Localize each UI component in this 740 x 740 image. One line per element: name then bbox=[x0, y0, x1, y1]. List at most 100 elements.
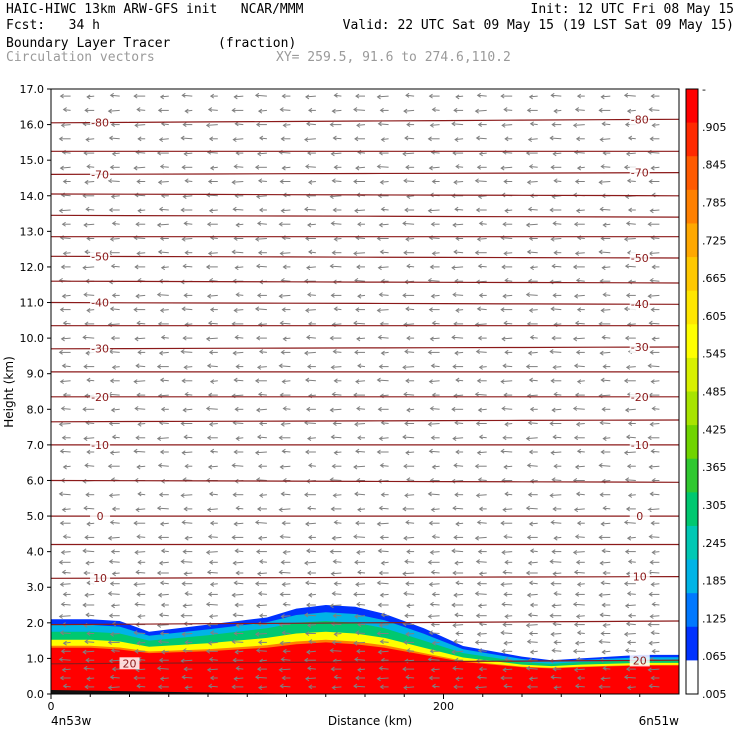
wind-vector bbox=[528, 580, 538, 586]
wind-vector bbox=[181, 236, 193, 242]
wind-vector bbox=[59, 379, 71, 385]
wind-vector-shaft bbox=[554, 593, 562, 595]
wind-vector bbox=[82, 649, 95, 655]
wind-vector-head bbox=[206, 293, 212, 299]
isotherm-label: -70 bbox=[631, 167, 649, 180]
wind-vector-head bbox=[504, 421, 509, 427]
wind-vector bbox=[576, 165, 585, 171]
wind-vector-shaft bbox=[60, 583, 71, 585]
wind-vector-head bbox=[137, 614, 142, 619]
wind-vector-shaft bbox=[112, 152, 120, 155]
wind-vector-head bbox=[333, 236, 338, 242]
wind-vector-head bbox=[598, 107, 603, 113]
wind-vector-head bbox=[158, 137, 164, 143]
wind-vector bbox=[651, 648, 660, 654]
wind-vector-shaft bbox=[479, 222, 487, 225]
wind-vector-head bbox=[451, 406, 456, 412]
wind-vector bbox=[550, 519, 562, 525]
wind-vector-head bbox=[575, 421, 581, 427]
isotherm-line bbox=[51, 301, 679, 305]
wind-vector bbox=[61, 221, 71, 227]
wind-vector-head bbox=[353, 534, 358, 540]
wind-vector bbox=[330, 666, 342, 672]
wind-vector bbox=[235, 364, 244, 370]
wind-vector bbox=[136, 320, 146, 326]
wind-vector-shaft bbox=[209, 615, 218, 617]
wind-vector bbox=[572, 122, 585, 128]
wind-vector-head bbox=[405, 674, 410, 680]
wind-vector-shaft bbox=[330, 265, 342, 268]
wind-vector bbox=[107, 391, 120, 397]
wind-vector bbox=[329, 122, 342, 128]
wind-vector-shaft bbox=[574, 571, 585, 574]
wind-vector-shaft bbox=[110, 633, 120, 635]
wind-vector bbox=[354, 491, 366, 497]
wind-vector-head bbox=[353, 179, 358, 184]
wind-vector-shaft bbox=[306, 266, 316, 269]
wind-vector-head bbox=[649, 349, 654, 355]
wind-vector-head bbox=[183, 364, 188, 370]
wind-vector-shaft bbox=[235, 336, 244, 339]
wind-vector-head bbox=[279, 179, 284, 184]
wind-vector-shaft bbox=[137, 465, 146, 468]
wind-vector bbox=[307, 436, 316, 441]
wind-vector bbox=[61, 363, 71, 369]
wind-vector-shaft bbox=[406, 676, 415, 679]
wind-vector bbox=[623, 236, 636, 242]
wind-vector bbox=[380, 612, 389, 618]
wind-vector-shaft bbox=[652, 603, 660, 606]
wind-vector bbox=[160, 334, 169, 340]
wind-vector-shaft bbox=[378, 123, 389, 126]
wind-vector bbox=[574, 320, 585, 326]
wind-vector-head bbox=[133, 582, 138, 587]
wind-vector bbox=[159, 631, 169, 636]
wind-vector-shaft bbox=[354, 658, 366, 661]
wind-vector-shaft bbox=[232, 464, 244, 467]
wind-vector bbox=[405, 236, 415, 242]
wind-vector bbox=[624, 335, 636, 341]
wind-vector-shaft bbox=[137, 322, 146, 325]
wind-vector-shaft bbox=[456, 582, 464, 585]
wind-vector bbox=[576, 520, 585, 526]
wind-vector bbox=[281, 630, 291, 636]
wind-vector bbox=[86, 94, 95, 100]
wind-vector-head bbox=[625, 434, 631, 440]
wind-vector bbox=[575, 136, 585, 142]
wind-vector bbox=[502, 435, 513, 441]
wind-vector-shaft bbox=[108, 323, 120, 326]
wind-vector bbox=[330, 292, 342, 298]
wind-vector-shaft bbox=[405, 561, 415, 563]
wind-vector bbox=[601, 649, 611, 655]
wind-vector-shaft bbox=[283, 337, 291, 340]
wind-vector-head bbox=[504, 491, 509, 497]
wind-vector-head bbox=[330, 151, 335, 157]
wind-vector-head bbox=[376, 676, 381, 682]
wind-vector-shaft bbox=[576, 615, 585, 617]
wind-vector-head bbox=[474, 591, 479, 596]
wind-vector-head bbox=[503, 107, 508, 112]
wind-vector-head bbox=[257, 591, 263, 596]
wind-vector bbox=[278, 507, 291, 513]
x-left-endpoint-label: 4n53w bbox=[51, 714, 92, 728]
wind-vector-head bbox=[107, 535, 112, 541]
wind-vector-head bbox=[281, 630, 286, 636]
wind-vector-head bbox=[134, 648, 139, 654]
wind-vector-shaft bbox=[59, 493, 71, 496]
wind-vector-shaft bbox=[403, 222, 415, 225]
wind-vector-shaft bbox=[307, 437, 316, 440]
wind-vector-head bbox=[428, 448, 433, 454]
y-tick-label: 5.0 bbox=[27, 510, 45, 523]
wind-vector-head bbox=[209, 379, 215, 385]
wind-vector-head bbox=[529, 548, 534, 554]
wind-vector-head bbox=[601, 548, 606, 554]
wind-vector-shaft bbox=[377, 522, 389, 525]
wind-vector bbox=[184, 685, 193, 691]
isotherm-label-bg bbox=[629, 438, 650, 451]
wind-vector-head bbox=[650, 307, 655, 313]
wind-vector-shaft bbox=[599, 181, 611, 183]
wind-vector bbox=[108, 559, 120, 564]
wind-vector bbox=[501, 648, 513, 654]
wind-vector bbox=[233, 164, 244, 169]
wind-vector-head bbox=[109, 450, 114, 456]
wind-vector bbox=[553, 178, 562, 184]
